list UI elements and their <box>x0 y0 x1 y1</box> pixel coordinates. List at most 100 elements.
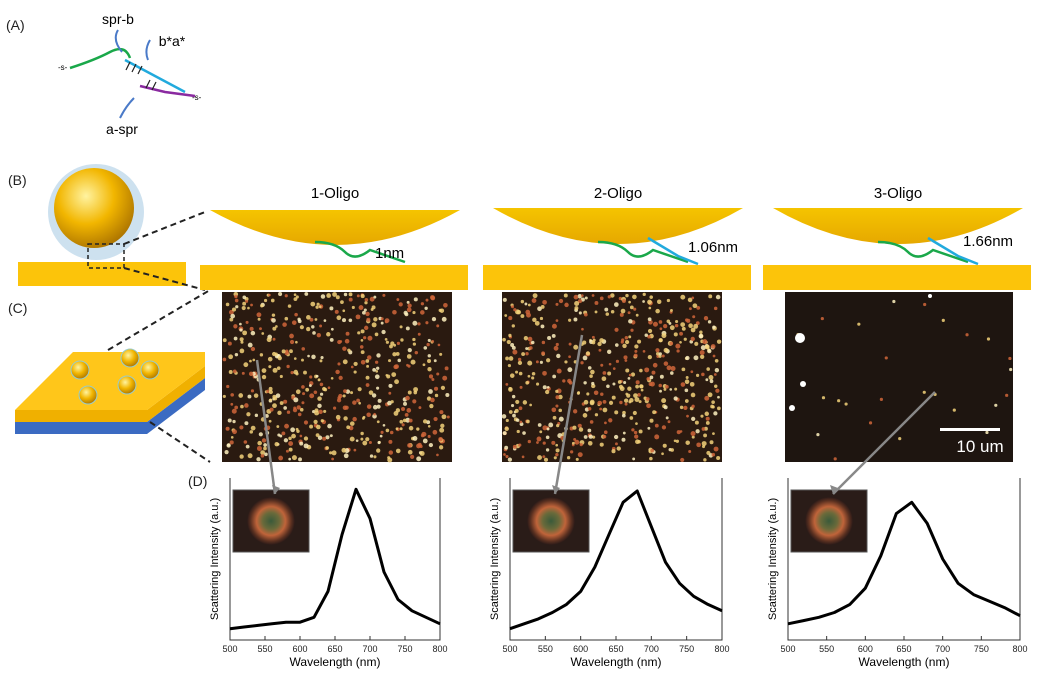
particle-spot <box>312 331 316 335</box>
particle-spot <box>623 432 626 435</box>
particle-spot <box>391 372 396 377</box>
particle-spot <box>625 368 629 372</box>
particle-spot <box>393 344 396 347</box>
particle-spot <box>600 443 604 447</box>
particle-spot <box>639 384 643 388</box>
particle-spot <box>230 440 234 444</box>
particle-spot <box>230 314 235 319</box>
particle-spot <box>389 450 393 454</box>
particle-spot <box>330 434 333 437</box>
particle-spot <box>614 435 618 439</box>
particle-spot <box>551 408 556 413</box>
particle-spot <box>529 404 532 407</box>
particle-spot <box>430 398 435 403</box>
x-axis-label: Wavelength (nm) <box>290 655 381 669</box>
particle-spot <box>230 403 233 406</box>
particle-spot <box>607 372 611 376</box>
particle-spot <box>257 446 262 451</box>
particle-spot <box>321 419 324 422</box>
particle-spot <box>628 335 631 338</box>
column-title: 3-Oligo <box>874 185 922 202</box>
particle-spot <box>512 395 515 398</box>
particle-spot <box>677 430 681 434</box>
particle-spot <box>570 450 573 453</box>
particle-spot <box>239 425 243 429</box>
particle-spot <box>305 388 309 392</box>
figure: (A) (B) (C) (D) spr-b b*a* a-spr -s- -s-… <box>0 0 1040 675</box>
gold-film <box>200 265 468 290</box>
particle-spot <box>232 409 237 414</box>
particle-spot <box>421 434 425 438</box>
particle-spot <box>439 353 442 356</box>
particle-spot <box>568 319 571 322</box>
particle-spot <box>524 336 528 340</box>
particle-spot <box>365 298 369 302</box>
particle-spot <box>680 322 685 327</box>
particle-spot <box>249 430 253 434</box>
x-tick-label: 650 <box>896 644 911 654</box>
particle-spot <box>552 334 556 338</box>
particle-spot <box>356 399 360 403</box>
particle-spot <box>296 405 300 409</box>
particle-spot <box>357 294 360 297</box>
particle-spot <box>363 336 366 339</box>
particle-spot <box>579 311 582 314</box>
particle-spot <box>634 431 637 434</box>
x-tick-label: 550 <box>819 644 834 654</box>
particle-spot <box>414 297 418 301</box>
particle-spot <box>508 458 512 462</box>
particle-spot <box>633 411 637 415</box>
particle-spot <box>226 385 229 388</box>
particle-spot <box>542 455 545 458</box>
particle-spot <box>622 344 626 348</box>
particle-spot <box>331 377 334 380</box>
particle-spot <box>573 345 578 350</box>
panel-label: (C) <box>8 300 27 316</box>
particle-spot <box>325 446 329 450</box>
particle-spot <box>551 441 555 445</box>
particle-spot <box>717 339 721 343</box>
particle-spot <box>377 405 381 409</box>
particle-spot <box>942 319 945 322</box>
particle-spot <box>686 415 689 418</box>
particle-spot <box>647 300 652 305</box>
particle-spot <box>337 396 341 400</box>
particle-spot <box>298 319 302 323</box>
particle-spot <box>364 301 367 304</box>
particle-spot <box>521 352 525 356</box>
particle-spot <box>343 405 348 410</box>
particle-spot <box>376 387 379 390</box>
particle-spot <box>350 391 353 394</box>
particle-spot <box>431 296 436 301</box>
particle-spot <box>713 355 716 358</box>
particle-spot <box>674 439 677 442</box>
particle-spot <box>424 307 427 310</box>
particle-spot <box>923 303 926 306</box>
particle-spot <box>527 361 532 366</box>
particle-spot <box>628 311 631 314</box>
particle-spot <box>235 299 239 303</box>
particle-spot <box>403 419 407 423</box>
particle-spot <box>685 379 690 384</box>
particle-spot <box>294 293 297 296</box>
particle-spot <box>235 305 238 308</box>
particle-spot <box>622 414 626 418</box>
particle-spot <box>247 307 250 310</box>
particle-spot <box>689 307 692 310</box>
particle-spot <box>284 424 289 429</box>
particle-spot <box>300 435 303 438</box>
particle-spot <box>354 449 357 452</box>
particle-spot <box>257 441 262 446</box>
particle-spot <box>630 329 633 332</box>
particle-spot <box>231 436 234 439</box>
particle-spot <box>248 343 253 348</box>
particle-spot <box>324 319 327 322</box>
particle-spot <box>317 333 321 337</box>
particle-spot <box>554 456 557 459</box>
particle-spot <box>536 441 539 444</box>
particle-spot <box>712 325 715 328</box>
particle-spot <box>700 355 704 359</box>
x-tick-label: 600 <box>292 644 307 654</box>
particle-spot <box>365 312 369 316</box>
particle-spot <box>502 414 507 419</box>
